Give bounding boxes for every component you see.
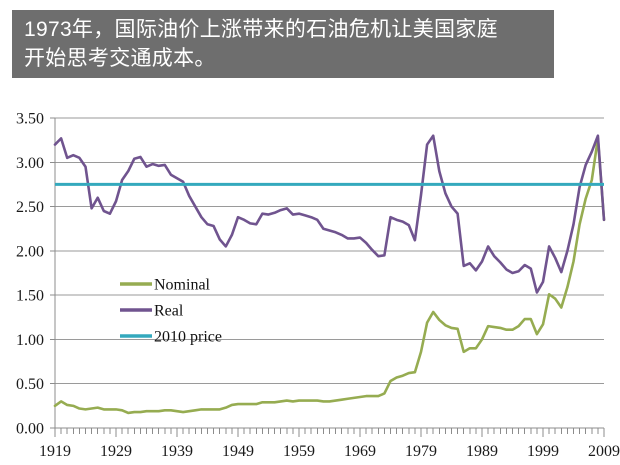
x-axis-tick-label: 2009 <box>588 443 620 460</box>
caption-line-2: 开始思考交通成本。 <box>24 47 216 70</box>
x-axis-tick-label: 1949 <box>222 443 254 460</box>
x-axis-tick-label: 1969 <box>344 443 376 460</box>
x-axis-tick-label: 1939 <box>161 443 193 460</box>
x-axis-tick-label: 1919 <box>39 443 71 460</box>
y-axis-tick-label: 3.50 <box>16 111 44 128</box>
y-axis-tick-label: 0.00 <box>16 421 44 438</box>
x-axis-tick-label: 1959 <box>283 443 315 460</box>
x-axis-tick-label: 1929 <box>100 443 132 460</box>
y-axis-tick-label: 1.50 <box>16 288 44 305</box>
chart-legend: Nominal Real 2010 price <box>120 277 222 346</box>
chart-canvas: 0.00 0.50 1.00 1.50 2.00 2.50 3.00 3.50 1919 192… <box>16 111 620 461</box>
x-axis-tick-label: 1979 <box>405 443 437 460</box>
gridlines-group <box>55 117 604 429</box>
y-axis-tick-label: 3.00 <box>16 155 44 172</box>
y-axis-tick-label: 2.50 <box>16 199 44 216</box>
caption-banner: 1973年，国际油价上涨带来的石油危机让美国家庭 开始思考交通成本。 <box>12 10 554 78</box>
x-axis-tick-label: 1989 <box>466 443 498 460</box>
caption-line-1: 1973年，国际油价上涨带来的石油危机让美国家庭 <box>24 18 498 41</box>
series-line-real <box>53 134 606 294</box>
x-axis-tick-label: 1999 <box>527 443 559 460</box>
ticks-group <box>50 117 605 437</box>
legend-label-nominal: Nominal <box>154 277 211 294</box>
series-group <box>53 134 606 415</box>
legend-label-2010-price: 2010 price <box>154 329 222 346</box>
axes-group <box>54 118 604 429</box>
x-axis-labels: 1919 1929 1939 1949 1959 1969 1979 1989 1999 2009 <box>39 443 620 460</box>
line-chart: 0.00 0.50 1.00 1.50 2.00 2.50 3.00 3.50 1919 192… <box>0 96 620 465</box>
legend-label-real: Real <box>154 303 184 320</box>
series-line-nominal <box>53 137 606 415</box>
y-axis-tick-label: 1.00 <box>16 332 44 349</box>
y-axis-tick-label: 0.50 <box>16 376 44 393</box>
y-axis-tick-label: 2.00 <box>16 243 44 260</box>
y-axis-labels: 0.00 0.50 1.00 1.50 2.00 2.50 3.00 3.50 <box>16 111 44 438</box>
